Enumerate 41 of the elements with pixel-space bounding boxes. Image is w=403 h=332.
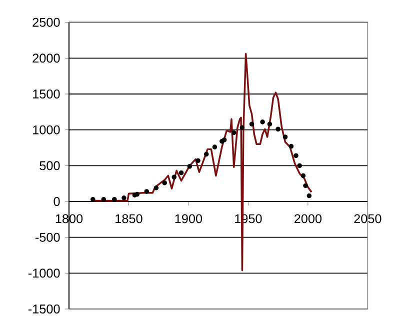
point <box>276 126 280 132</box>
point <box>112 196 117 202</box>
y-tick-label: 2500 <box>32 18 60 27</box>
y-tick-label: -1500 <box>28 304 60 314</box>
point <box>300 173 306 178</box>
y-tick-label: 500 <box>40 161 60 170</box>
point <box>282 134 288 140</box>
y-tick-label: -500 <box>36 232 60 242</box>
x-tick-label: 2050 <box>354 214 382 224</box>
point <box>187 164 192 169</box>
point <box>306 193 312 198</box>
point <box>222 137 227 142</box>
x-tick-label: 1900 <box>175 214 202 224</box>
y-tick-label: 1500 <box>33 90 60 98</box>
point <box>212 144 218 150</box>
point <box>90 196 96 202</box>
point <box>303 183 308 188</box>
x-tick-label: 2000 <box>294 214 322 224</box>
point <box>260 120 265 124</box>
point <box>144 189 150 194</box>
y-tick-label: -1000 <box>28 268 60 278</box>
point <box>134 192 140 197</box>
point <box>204 152 209 157</box>
x-tick-label: 1850 <box>116 214 142 224</box>
y-tick-label: 2000 <box>32 54 60 63</box>
point <box>172 174 177 180</box>
point <box>196 158 200 164</box>
point <box>249 122 254 126</box>
point <box>101 196 106 202</box>
point <box>231 130 236 136</box>
point <box>154 185 159 190</box>
point <box>162 180 167 186</box>
point <box>122 196 126 200</box>
point <box>297 163 302 168</box>
point <box>288 144 294 149</box>
y-tick-label: 1000 <box>33 125 60 134</box>
point <box>178 170 184 176</box>
point <box>240 125 245 130</box>
point <box>294 153 298 158</box>
y-tick-label: 0 <box>54 197 60 206</box>
point <box>267 122 272 126</box>
